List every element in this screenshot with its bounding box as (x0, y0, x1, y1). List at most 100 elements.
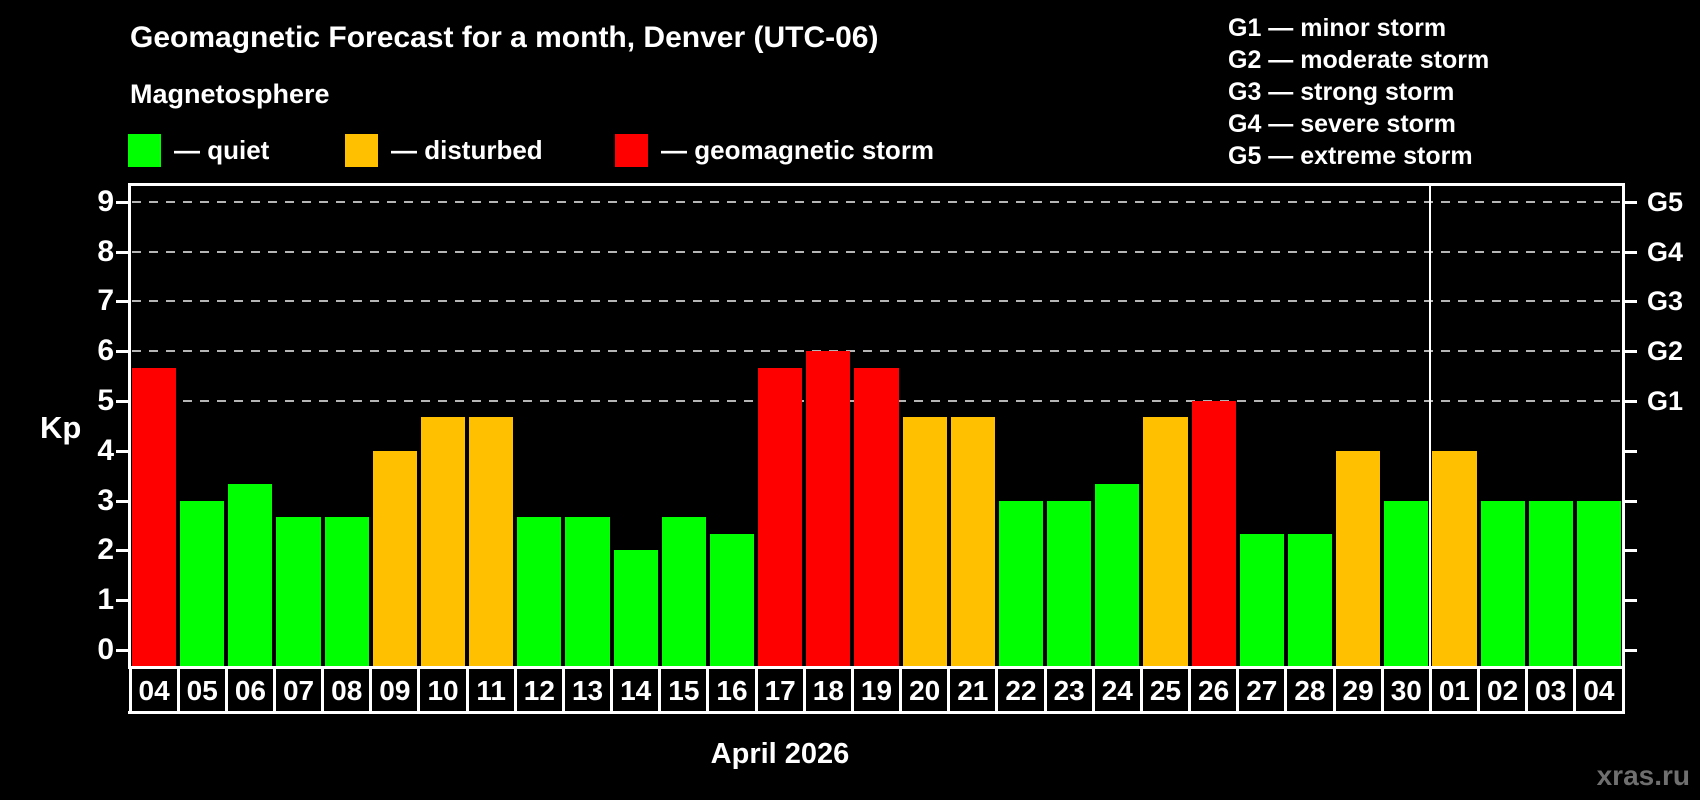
y-axis-tick-0 (116, 649, 129, 652)
x-tick-label-17: 21 (957, 675, 989, 706)
right-axis-tick-6 (1624, 350, 1637, 354)
y-tick-label-6: 6 (97, 334, 114, 368)
plot-border-right (1622, 183, 1625, 668)
bar-day-18 (806, 351, 851, 668)
y-tick-label-3: 3 (97, 483, 114, 517)
x-tick-label-26: 30 (1390, 675, 1422, 706)
bar-day-15 (661, 517, 706, 668)
y-tick-label-1: 1 (97, 583, 114, 617)
x-tick-label-18: 22 (1005, 675, 1037, 706)
x-tick-label-4: 08 (331, 675, 363, 706)
xlabel-separator-20 (1091, 666, 1095, 714)
right-axis-tick-2 (1624, 549, 1637, 553)
right-axis-label-G3: G3 (1647, 286, 1684, 317)
x-tick-label-8: 12 (523, 675, 555, 706)
y-axis-tick-9 (116, 200, 129, 204)
storm-scale-legend: G1 — minor storm G2 — moderate storm G3 … (1228, 12, 1489, 172)
xlabel-row-bottom-border (128, 711, 1625, 714)
x-tick-label-28: 02 (1487, 675, 1519, 706)
x-tick-label-15: 19 (860, 675, 893, 706)
y-axis-tick-6 (116, 350, 129, 354)
xlabel-separator-1 (176, 666, 180, 714)
legend-item-disturbed: — disturbed (345, 134, 543, 167)
bar-day-19 (854, 367, 899, 668)
legend-label-quiet: — quiet (174, 135, 270, 165)
bar-day-25 (1143, 417, 1188, 668)
gridline-kp6 (132, 350, 1621, 353)
right-axis-tick-3 (1624, 499, 1637, 503)
x-tick-label-0: 04 (138, 675, 170, 706)
y-axis-tick-8 (116, 250, 129, 254)
bar-day-23 (1047, 500, 1092, 668)
bar-day-14 (613, 550, 658, 668)
x-tick-label-1: 05 (186, 675, 218, 706)
x-tick-label-12: 16 (716, 675, 748, 706)
y-tick-label-4: 4 (97, 433, 114, 467)
bar-day-27 (1239, 533, 1284, 668)
storm-scale-g2: G2 — moderate storm (1228, 46, 1490, 74)
xlabel-separator-13 (754, 666, 758, 714)
bar-day-24 (1095, 484, 1140, 668)
xlabel-separator-8 (513, 666, 517, 714)
x-tick-label-7: 11 (476, 675, 506, 706)
xlabel-separator-12 (706, 666, 710, 714)
xlabel-separator-22 (1188, 666, 1192, 714)
watermark: xras.ru (1596, 760, 1690, 791)
xlabel-separator-18 (995, 666, 999, 714)
xlabel-separator-23 (1236, 666, 1240, 714)
y-tick-label-7: 7 (97, 284, 114, 318)
right-axis-tick-4 (1624, 449, 1637, 453)
right-axis-tick-0 (1624, 649, 1637, 652)
bar-day-20 (902, 417, 947, 668)
bar-day-13 (565, 517, 610, 668)
y-axis-tick-7 (116, 300, 129, 304)
xlabel-separator-21 (1139, 666, 1143, 714)
xlabel-separator-11 (658, 666, 662, 714)
legend-item-storm: — geomagnetic storm (615, 134, 934, 167)
legend-label-disturbed: — disturbed (391, 135, 543, 165)
right-axis-label-G2: G2 (1647, 336, 1684, 367)
x-tick-label-20: 24 (1101, 675, 1133, 706)
bar-day-03 (1528, 500, 1573, 668)
xlabel-separator-26 (1380, 666, 1384, 714)
x-tick-label-10: 14 (620, 675, 652, 706)
xlabel-separator-14 (802, 666, 806, 714)
y-axis-tick-3 (116, 499, 129, 503)
bar-day-12 (517, 517, 562, 668)
y-tick-label-2: 2 (97, 533, 114, 567)
page-title: Geomagnetic Forecast for a month, Denver… (130, 21, 879, 54)
xlabel-separator-25 (1332, 666, 1336, 714)
bar-day-17 (758, 367, 803, 668)
bar-day-30 (1384, 500, 1429, 668)
xlabel-separator-17 (947, 666, 951, 714)
bar-day-07 (276, 517, 321, 668)
y-axis-tick-1 (116, 599, 129, 603)
x-tick-label-22: 26 (1198, 675, 1230, 706)
disturbed-color-swatch (345, 134, 378, 167)
xlabel-separator-29 (1525, 666, 1529, 714)
x-tick-label-19: 23 (1053, 675, 1085, 706)
xlabel-separator-3 (272, 666, 276, 714)
bar-day-04 (132, 367, 177, 668)
bar-day-10 (420, 417, 466, 668)
y-axis-tick-4 (116, 449, 129, 453)
xlabel-separator-0 (128, 666, 132, 714)
bar-day-22 (998, 500, 1044, 668)
quiet-color-swatch (128, 134, 161, 167)
plot-border-left (128, 183, 131, 668)
xlabel-separator-10 (610, 666, 614, 714)
bar-day-26 (1191, 401, 1236, 668)
y-axis-label: Kp (40, 410, 82, 445)
right-axis-tick-8 (1624, 250, 1637, 254)
xlabel-separator-7 (465, 666, 469, 714)
x-tick-label-25: 29 (1342, 675, 1374, 706)
xlabel-separator-31 (1621, 666, 1625, 714)
bar-day-09 (372, 450, 417, 668)
xlabel-separator-27 (1428, 666, 1432, 714)
right-axis-tick-7 (1624, 300, 1637, 304)
x-tick-label-3: 07 (282, 675, 315, 706)
y-axis-tick-5 (116, 400, 129, 403)
magnetosphere-subtitle: Magnetosphere (130, 79, 330, 109)
xlabel-separator-19 (1043, 666, 1047, 714)
